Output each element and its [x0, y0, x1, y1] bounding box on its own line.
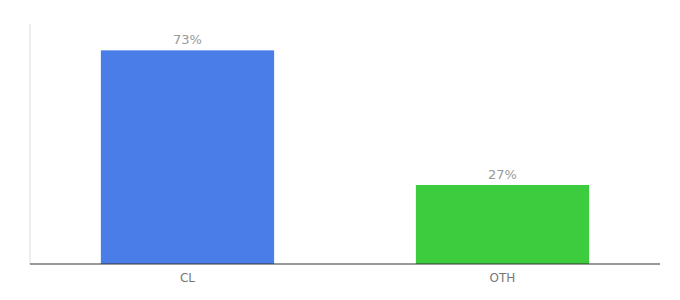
x-tick-label: CL: [180, 271, 195, 285]
page: {"chart_data": {"type": "bar", "categori…: [0, 0, 680, 300]
chart-svg: CL OTH 73% 27%: [0, 0, 680, 300]
data-label: 73%: [173, 32, 202, 47]
chart-container: CL OTH 73% 27%: [0, 0, 680, 300]
bar: [416, 185, 589, 264]
bars: [101, 50, 589, 264]
x-axis-line: [30, 264, 660, 265]
bar: [101, 50, 274, 264]
data-label: 27%: [488, 167, 517, 182]
x-tick-label: OTH: [490, 271, 516, 285]
y-axis-line: [30, 24, 31, 264]
